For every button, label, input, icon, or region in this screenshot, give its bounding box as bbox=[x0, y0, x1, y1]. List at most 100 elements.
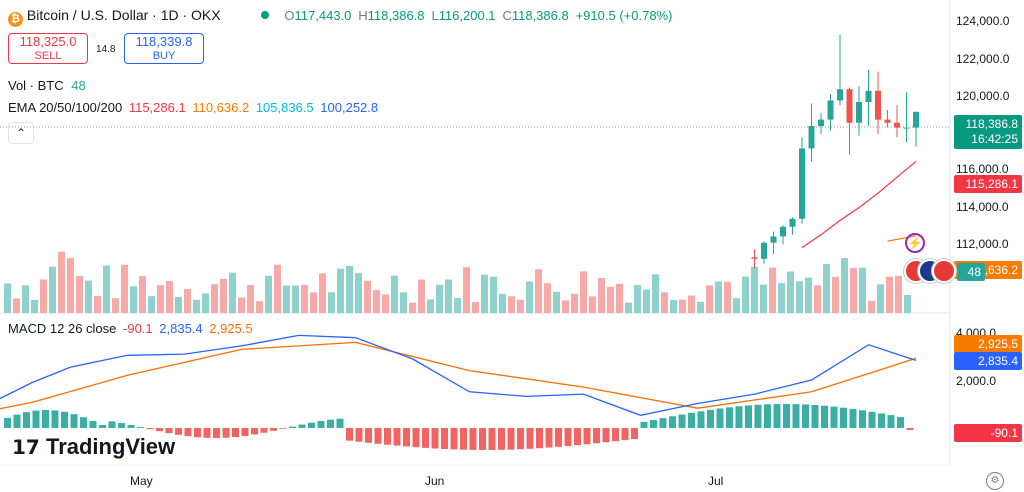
sell-price: 118,325.0 bbox=[19, 34, 77, 49]
macd-histogram-bar bbox=[593, 428, 600, 444]
macd-histogram-bar bbox=[659, 418, 667, 428]
volume-tag: 48 bbox=[957, 263, 985, 281]
watermark-text: TradingView bbox=[45, 434, 176, 459]
macd-histogram-bar bbox=[51, 410, 59, 428]
volume-bar bbox=[517, 299, 524, 313]
price-tick: 112,000.0 bbox=[956, 237, 1009, 251]
volume-bar bbox=[688, 295, 695, 313]
volume-bar bbox=[904, 294, 911, 313]
macd-histogram-bar bbox=[849, 408, 857, 428]
macd-histogram-bar bbox=[716, 408, 724, 428]
macd-histogram-bar bbox=[783, 404, 790, 428]
volume-bar bbox=[553, 291, 560, 313]
buy-button[interactable]: 118,339.8 BUY bbox=[124, 33, 204, 64]
volume-bar bbox=[814, 285, 821, 313]
volume-bar bbox=[643, 289, 650, 313]
volume-bar bbox=[751, 266, 758, 313]
macd-histogram-bar bbox=[308, 422, 315, 428]
volume-bar bbox=[634, 284, 641, 313]
volume-bar bbox=[418, 279, 425, 313]
macd-histogram-bar bbox=[450, 428, 458, 450]
candle-body bbox=[789, 218, 796, 227]
macd-histogram-bar bbox=[745, 405, 752, 428]
candle-body bbox=[875, 90, 881, 120]
chevron-up-icon: ⌃ bbox=[15, 126, 27, 140]
volume-bar bbox=[526, 281, 533, 313]
macd-histogram-bar bbox=[545, 428, 553, 448]
volume-bar bbox=[184, 288, 191, 313]
volume-bar bbox=[895, 275, 902, 313]
ema100-value: 105,836.5 bbox=[255, 100, 314, 115]
volume-bar bbox=[778, 283, 785, 313]
market-status-dot bbox=[260, 11, 269, 19]
macd-histogram-bar bbox=[650, 420, 657, 428]
volume-bar bbox=[337, 268, 344, 313]
volume-bar bbox=[22, 285, 29, 313]
volume-bar bbox=[796, 281, 803, 313]
macd-histogram-bar bbox=[175, 428, 182, 435]
macd-histogram-bar bbox=[298, 424, 306, 428]
macd-histogram-bar bbox=[811, 404, 819, 428]
volume-bar bbox=[157, 285, 164, 313]
buy-price: 118,339.8 bbox=[135, 34, 193, 49]
volume-bar bbox=[274, 264, 281, 313]
symbol-title[interactable]: Bitcoin / U.S. Dollar · 1D · OKX bbox=[26, 7, 221, 23]
candle-body bbox=[780, 226, 786, 237]
volume-bar bbox=[256, 301, 263, 313]
price-axis[interactable]: 124,000.0 122,000.0 120,000.0 116,000.0 … bbox=[952, 0, 1024, 492]
macd-histogram-bar bbox=[669, 416, 676, 428]
volume-bar bbox=[589, 296, 596, 313]
volume-bar bbox=[31, 299, 38, 313]
chart-settings-gear-icon[interactable]: ⚙ bbox=[986, 472, 1004, 490]
volume-bar bbox=[193, 299, 200, 313]
volume-bar bbox=[733, 298, 740, 313]
volume-legend[interactable]: Vol · BTC 48 bbox=[8, 78, 86, 93]
macd-legend[interactable]: MACD 12 26 close -90.1 2,835.4 2,925.5 bbox=[8, 321, 253, 336]
macd-histogram-bar bbox=[80, 417, 87, 428]
lightning-event-icon[interactable]: ⚡ bbox=[905, 233, 925, 253]
macd-histogram-bar bbox=[612, 428, 619, 442]
macd-histogram-bar bbox=[479, 428, 486, 450]
us-flag-event-icon[interactable] bbox=[932, 259, 956, 283]
volume-bar bbox=[463, 267, 470, 313]
collapse-legend-button[interactable]: ⌃ bbox=[8, 122, 34, 144]
macd-histogram-bar bbox=[232, 428, 239, 438]
volume-bar bbox=[121, 264, 128, 313]
macd-histogram-bar bbox=[270, 428, 277, 431]
volume-bar bbox=[841, 257, 848, 313]
volume-bar bbox=[301, 284, 308, 313]
macd-histogram-bar bbox=[70, 414, 78, 428]
macd-hist-value: -90.1 bbox=[123, 321, 153, 336]
volume-bar bbox=[283, 285, 290, 313]
ema-legend[interactable]: EMA 20/50/100/200 115,286.1 110,636.2 10… bbox=[8, 100, 378, 115]
volume-bar bbox=[859, 267, 866, 313]
ema20-tag: 115,286.1 bbox=[954, 175, 1022, 193]
macd-histogram-bar bbox=[878, 413, 885, 428]
macd-histogram-bar bbox=[688, 412, 695, 428]
macd-histogram-bar bbox=[32, 410, 40, 428]
volume-bar bbox=[220, 278, 227, 313]
candle-body bbox=[846, 89, 853, 123]
volume-bar bbox=[355, 273, 362, 313]
volume-bar bbox=[850, 267, 857, 313]
macd-signal-value: 2,925.5 bbox=[209, 321, 253, 336]
price-tick: 122,000.0 bbox=[956, 52, 1010, 66]
candle-body bbox=[770, 236, 777, 243]
macd-histogram-bar bbox=[488, 428, 496, 450]
macd-histogram-bar bbox=[821, 405, 828, 428]
macd-histogram-bar bbox=[574, 428, 581, 446]
macd-line-tag: 2,835.4 bbox=[954, 352, 1022, 370]
macd-histogram-bar bbox=[336, 418, 344, 428]
volume-label: Vol · BTC bbox=[8, 78, 64, 93]
volume-bar bbox=[247, 284, 254, 313]
macd-histogram-bar bbox=[99, 425, 106, 428]
macd-histogram-bar bbox=[735, 406, 743, 428]
volume-bar bbox=[445, 279, 452, 313]
volume-bar bbox=[310, 292, 317, 313]
price-tick: 116,000.0 bbox=[956, 162, 1009, 176]
ema200-value: 100,252.8 bbox=[320, 100, 379, 115]
sell-button[interactable]: 118,325.0 SELL bbox=[8, 33, 88, 64]
volume-bar bbox=[832, 276, 839, 313]
price-tick: 124,000.0 bbox=[956, 14, 1010, 28]
